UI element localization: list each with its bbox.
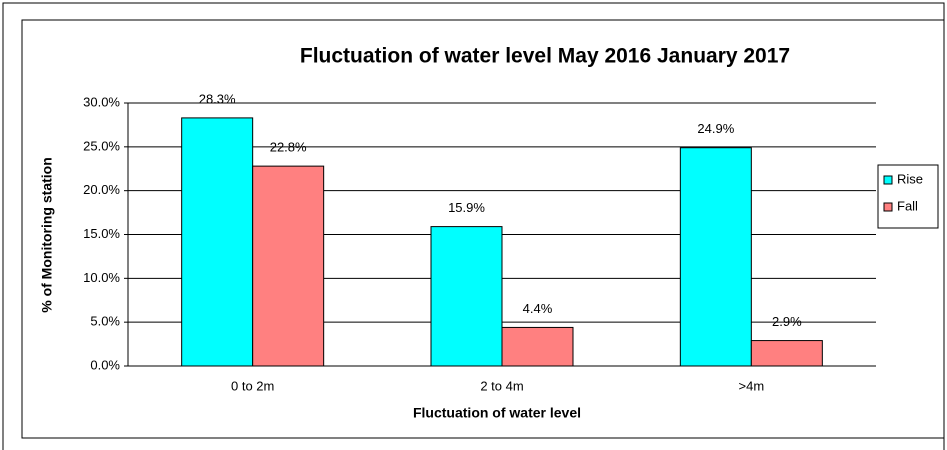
y-tick-label: 15.0% <box>83 226 120 241</box>
bar <box>501 326 574 367</box>
bar <box>750 340 823 367</box>
y-axis-title: % of Monitoring station <box>39 157 55 313</box>
legend-label: Rise <box>897 171 923 186</box>
bar <box>252 165 325 367</box>
chart-title: Fluctuation of water level May 2016 Janu… <box>300 45 790 68</box>
legend-label: Fall <box>897 198 918 213</box>
data-label: 15.9% <box>448 200 485 215</box>
y-tick-label: 10.0% <box>83 270 120 285</box>
bar <box>679 147 752 367</box>
y-tick-label: 25.0% <box>83 138 120 153</box>
y-tick-label: 30.0% <box>83 94 120 109</box>
data-label: 24.9% <box>697 121 734 136</box>
legend-swatch <box>883 202 893 212</box>
data-label: 28.3% <box>199 91 236 106</box>
bar <box>430 226 503 367</box>
y-tick-label: 5.0% <box>90 314 120 329</box>
data-label: 22.8% <box>270 140 307 155</box>
x-tick-label: 0 to 2m <box>231 378 274 393</box>
bar <box>181 117 254 367</box>
x-axis-title: Fluctuation of water level <box>413 405 581 421</box>
y-tick-label: 0.0% <box>90 357 120 372</box>
y-tick-label: 20.0% <box>83 182 120 197</box>
legend-swatch <box>883 175 893 185</box>
data-label: 2.9% <box>772 314 802 329</box>
data-label: 4.4% <box>523 301 553 316</box>
x-tick-label: 2 to 4m <box>480 378 523 393</box>
x-tick-label: >4m <box>739 378 765 393</box>
